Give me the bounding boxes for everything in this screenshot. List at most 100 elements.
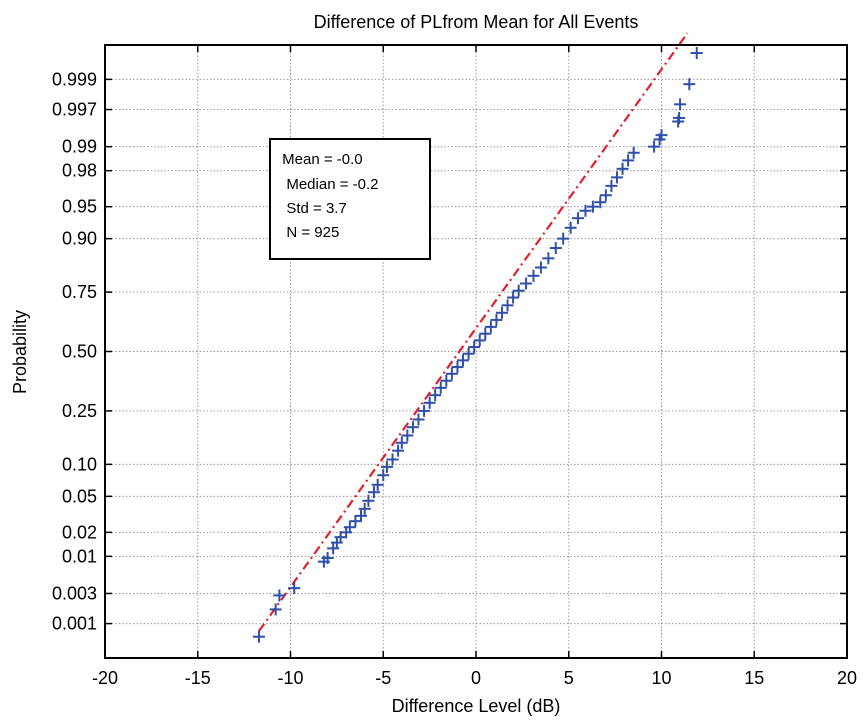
data-point (655, 129, 668, 142)
data-point (451, 361, 464, 374)
data-point (520, 277, 533, 290)
data-point (418, 404, 431, 417)
stats-annotation: Mean = -0.0 Median = -0.2 Std = 3.7 N = … (269, 138, 431, 260)
data-point (622, 154, 635, 167)
data-point (648, 140, 661, 153)
data-point (429, 389, 442, 402)
data-point (605, 179, 618, 192)
data-point (507, 291, 520, 304)
data-point (527, 269, 540, 282)
grid (105, 45, 847, 658)
y-tick-label: 0.50 (62, 342, 97, 362)
x-tick-label: 5 (564, 668, 574, 688)
data-point (462, 347, 475, 360)
annotation-line-mean: Mean = -0.0 (278, 151, 363, 168)
annotation-line-median: Median = -0.2 (278, 176, 378, 193)
data-point (473, 334, 486, 347)
y-tick-label: 0.997 (52, 100, 97, 120)
data-point (512, 284, 525, 297)
data-point (440, 374, 453, 387)
data-point (673, 111, 686, 124)
data-point (490, 313, 503, 326)
data-point (269, 603, 282, 616)
x-tick-label: -5 (375, 668, 391, 688)
data-point (594, 196, 607, 209)
data-point (321, 552, 334, 565)
y-axis-ticks: 0.001 0.003 0.01 0.02 0.05 0.10 0.25 0.50 0.75 0.… (52, 69, 847, 634)
data-point (674, 98, 687, 111)
data-point (371, 478, 384, 491)
y-tick-label: 0.05 (62, 486, 97, 506)
data-point (495, 306, 508, 319)
data-point (542, 252, 555, 265)
x-axis-label: Difference Level (dB) (392, 696, 561, 716)
y-tick-label: 0.003 (52, 583, 97, 603)
y-tick-label: 0.01 (62, 546, 97, 566)
data-point (484, 320, 497, 333)
data-point (252, 630, 265, 643)
data-point (362, 494, 375, 507)
data-points (252, 47, 703, 643)
data-point (579, 204, 592, 217)
data-point (610, 171, 623, 184)
data-point (349, 515, 362, 528)
x-tick-label: -10 (277, 668, 303, 688)
x-tick-label: -20 (92, 668, 118, 688)
data-point (627, 146, 640, 159)
data-point (564, 221, 577, 234)
data-point (392, 444, 405, 457)
data-point (395, 436, 408, 449)
data-point (423, 396, 436, 409)
y-tick-label: 0.001 (52, 614, 97, 634)
data-point (288, 582, 301, 595)
x-tick-label: 20 (837, 668, 857, 688)
data-point (616, 162, 629, 175)
y-axis-label: Probability (10, 310, 30, 394)
y-tick-label: 0.90 (62, 229, 97, 249)
data-point (557, 232, 570, 245)
data-point (445, 367, 458, 380)
fit-line (258, 32, 689, 632)
data-point (434, 381, 447, 394)
data-point (406, 421, 419, 434)
data-point (343, 521, 356, 534)
data-point (273, 589, 286, 602)
x-tick-label: 10 (651, 668, 671, 688)
annotation-box (269, 138, 431, 260)
x-axis-ticks: -20 -15 -10 -5 0 5 10 15 20 (92, 45, 857, 688)
data-point (354, 509, 367, 522)
data-point (479, 327, 492, 340)
y-tick-label: 0.25 (62, 401, 97, 421)
data-point (377, 469, 390, 482)
data-point (572, 212, 585, 225)
data-point (683, 78, 696, 91)
data-point (401, 429, 414, 442)
data-point (501, 299, 514, 312)
chart-title: Difference of PLfrom Mean for All Events (314, 12, 639, 32)
y-tick-label: 0.999 (52, 69, 97, 89)
data-point (358, 502, 371, 515)
x-tick-label: 0 (471, 668, 481, 688)
data-point (534, 261, 547, 274)
x-tick-label: -15 (185, 668, 211, 688)
data-point (380, 460, 393, 473)
reference-line (258, 32, 689, 632)
annotation-line-std: Std = 3.7 (278, 200, 347, 217)
data-point (386, 453, 399, 466)
x-tick-label: 15 (744, 668, 764, 688)
data-point (468, 341, 481, 354)
data-point (549, 242, 562, 255)
data-point (690, 47, 703, 60)
data-point (457, 354, 470, 367)
data-point (412, 413, 425, 426)
y-tick-label: 0.02 (62, 522, 97, 542)
y-tick-label: 0.98 (62, 161, 97, 181)
data-point (586, 200, 599, 213)
y-tick-label: 0.95 (62, 197, 97, 217)
annotation-line-n: N = 925 (278, 224, 339, 241)
y-tick-label: 0.10 (62, 454, 97, 474)
y-tick-label: 0.99 (62, 137, 97, 157)
data-point (599, 189, 612, 202)
